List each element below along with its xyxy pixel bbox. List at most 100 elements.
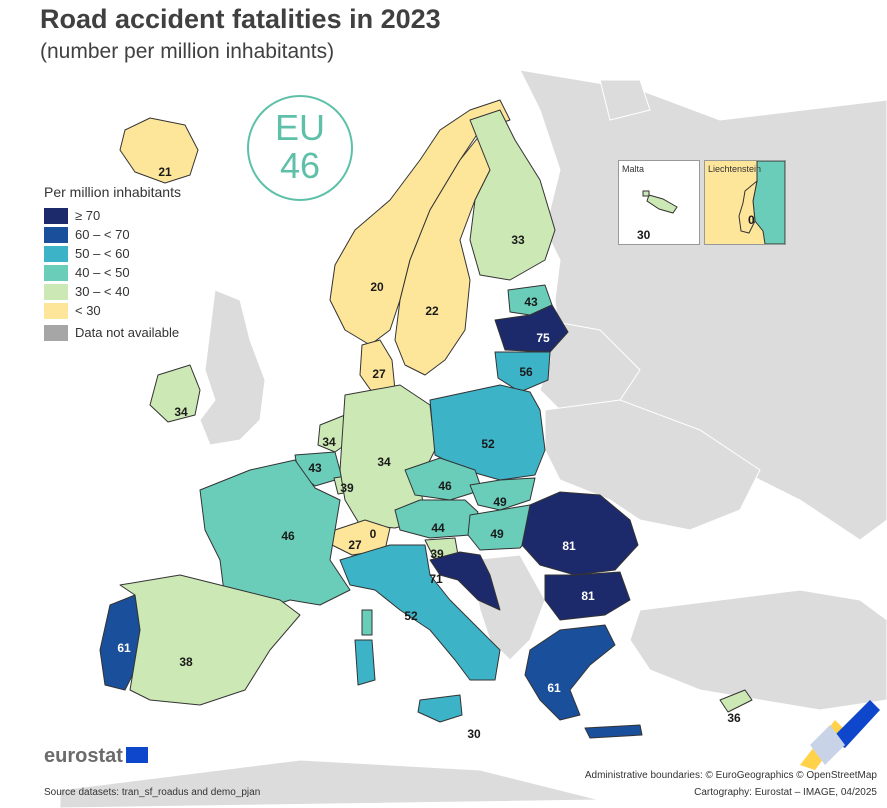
- label-slovakia: 49: [493, 495, 507, 509]
- legend-label: < 30: [75, 303, 101, 318]
- legend-item: 40 – < 50: [44, 263, 181, 282]
- eu-badge-label: EU: [274, 107, 325, 148]
- label-latvia: 75: [536, 331, 550, 345]
- page-subtitle: (number per million inhabitants): [40, 40, 335, 63]
- north-africa-land: [59, 759, 601, 808]
- legend-label: 40 – < 50: [75, 265, 130, 280]
- label-germany: 34: [377, 455, 391, 469]
- uk-land: [199, 289, 266, 446]
- liechtenstein-map-icon: [705, 161, 785, 244]
- label-netherlands: 34: [322, 435, 336, 449]
- legend-swatch: [44, 226, 68, 243]
- label-austria: 44: [431, 521, 445, 535]
- legend-swatch: [44, 245, 68, 262]
- sicily-region: [417, 694, 463, 723]
- eurostat-logo: eurostat: [44, 745, 148, 768]
- source-note: Source datasets: tran_sf_roadus and demo…: [44, 787, 261, 798]
- legend-label: Data not available: [75, 325, 180, 340]
- page-title: Road accident fatalities in 2023: [40, 4, 441, 34]
- eurostat-brand-text: eurostat: [44, 745, 123, 767]
- malta-inset-label: Malta: [622, 164, 645, 174]
- legend-item: Data not available: [44, 323, 181, 342]
- cartography-note: Cartography: Eurostat – IMAGE, 04/2025: [694, 787, 877, 798]
- croatia-region: [429, 551, 501, 611]
- romania-region: [521, 491, 639, 576]
- cyprus-region: [719, 689, 753, 713]
- label-spain: 38: [179, 655, 193, 669]
- label-finland: 33: [511, 233, 525, 247]
- greece-region: [524, 624, 616, 721]
- label-romania: 81: [562, 539, 576, 553]
- legend-title: Per million inhabitants: [44, 184, 181, 200]
- eu-flag-icon: [125, 746, 148, 763]
- legend-swatch: [44, 283, 68, 300]
- label-ireland: 34: [174, 405, 188, 419]
- label-hungary: 49: [490, 527, 504, 541]
- boundaries-note: Administrative boundaries: © EuroGeograp…: [584, 770, 877, 781]
- label-cyprus: 36: [727, 711, 741, 725]
- ukraine-land: [544, 399, 761, 531]
- legend-item: 30 – < 40: [44, 282, 181, 301]
- malta-island-icon: [642, 190, 678, 214]
- legend-swatch: [44, 264, 68, 281]
- denmark-region: [359, 339, 396, 393]
- legend: Per million inhabitants ≥ 70 60 – < 70 50 …: [44, 184, 181, 342]
- ireland-region: [149, 364, 201, 423]
- norway-region: [329, 99, 511, 346]
- legend-item: 50 – < 60: [44, 244, 181, 263]
- liechtenstein-inset-label: Liechtenstein: [708, 164, 762, 174]
- spain-region: [119, 574, 301, 706]
- slovakia-region: [469, 477, 536, 511]
- label-luxembourg: 39: [340, 481, 354, 495]
- eurostat-corner-logo: [800, 700, 880, 770]
- label-denmark: 27: [372, 367, 386, 381]
- label-belgium: 43: [308, 461, 322, 475]
- liechtenstein-inset: Liechtenstein 0: [704, 160, 786, 245]
- legend-label: 30 – < 40: [75, 284, 130, 299]
- label-estonia: 43: [524, 295, 538, 309]
- label-greece: 61: [547, 681, 561, 695]
- france-region: [199, 459, 351, 611]
- label-portugal: 61: [117, 641, 131, 655]
- label-norway: 20: [370, 280, 384, 294]
- lithuania-region: [494, 351, 551, 393]
- bulgaria-region: [544, 571, 631, 621]
- corsica-region: [361, 609, 373, 636]
- finland-region: [469, 109, 556, 281]
- label-italy: 52: [404, 609, 418, 623]
- label-croatia: 71: [429, 572, 443, 586]
- liechtenstein-inset-value: 0: [748, 213, 755, 227]
- label-bulgaria: 81: [581, 589, 595, 603]
- legend-label: 60 – < 70: [75, 227, 130, 242]
- label-malta-map: 30: [467, 727, 481, 741]
- malta-inset: Malta 30: [618, 160, 700, 245]
- legend-swatch: [44, 324, 68, 341]
- iceland-region: [119, 117, 199, 184]
- turkey-land: [629, 589, 887, 711]
- label-lithuania: 56: [519, 365, 533, 379]
- sardinia-region: [354, 639, 376, 686]
- svalbard-land: [599, 79, 651, 121]
- legend-item: < 30: [44, 301, 181, 320]
- label-france: 46: [281, 529, 295, 543]
- sweden-region: [394, 134, 491, 376]
- label-sweden: 22: [425, 304, 439, 318]
- italy-region: [339, 544, 501, 681]
- label-slovenia: 39: [430, 547, 444, 561]
- label-czechia: 46: [438, 479, 452, 493]
- crete-region: [584, 724, 643, 739]
- label-poland: 52: [481, 437, 495, 451]
- eu-average-badge: EU 46: [247, 95, 353, 201]
- legend-label: 50 – < 60: [75, 246, 130, 261]
- legend-swatch: [44, 207, 68, 224]
- label-liechtenstein: 0: [370, 527, 377, 541]
- legend-item: 60 – < 70: [44, 225, 181, 244]
- legend-swatch: [44, 302, 68, 319]
- label-switzerland: 27: [348, 538, 362, 552]
- label-iceland: 21: [158, 165, 172, 179]
- legend-item: ≥ 70: [44, 206, 181, 225]
- eu-badge-value: 46: [279, 145, 321, 186]
- legend-label: ≥ 70: [75, 208, 101, 223]
- latvia-region: [494, 304, 569, 353]
